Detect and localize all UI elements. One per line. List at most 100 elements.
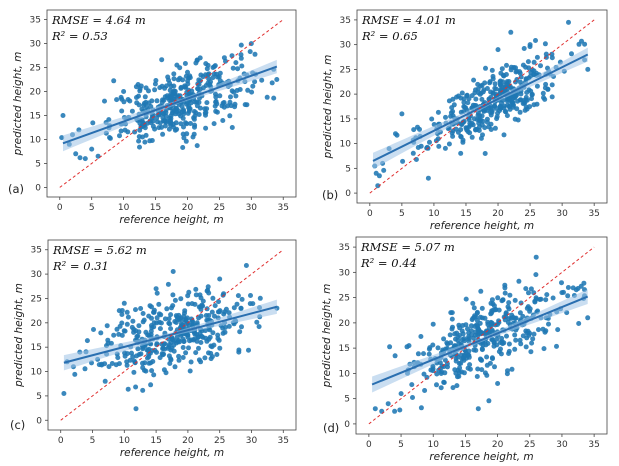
x-tick-label: 0 bbox=[367, 209, 373, 219]
y-tick-label: 10 bbox=[340, 140, 352, 150]
data-point bbox=[109, 361, 115, 366]
data-point bbox=[125, 386, 131, 392]
data-point bbox=[171, 76, 177, 82]
plot-frame bbox=[46, 9, 297, 198]
data-point bbox=[498, 87, 504, 93]
data-point bbox=[210, 330, 216, 336]
data-point bbox=[543, 297, 549, 303]
data-point bbox=[244, 102, 250, 108]
data-point bbox=[197, 292, 203, 298]
data-point bbox=[387, 344, 393, 350]
data-point bbox=[254, 319, 260, 325]
data-point bbox=[450, 109, 456, 114]
data-point bbox=[471, 305, 477, 311]
data-point bbox=[460, 323, 466, 328]
data-point bbox=[465, 326, 470, 332]
data-point bbox=[397, 407, 403, 413]
data-point bbox=[208, 343, 214, 349]
data-point bbox=[559, 290, 565, 296]
data-point bbox=[211, 121, 217, 127]
data-point bbox=[233, 60, 239, 66]
data-point bbox=[186, 289, 192, 295]
data-point bbox=[533, 38, 538, 43]
data-point bbox=[498, 103, 503, 109]
data-point bbox=[183, 318, 189, 324]
data-point bbox=[492, 81, 498, 87]
data-point bbox=[119, 320, 125, 326]
y-tick-label: 25 bbox=[30, 64, 41, 74]
data-point bbox=[482, 151, 488, 156]
data-point bbox=[257, 295, 263, 301]
data-point bbox=[172, 364, 178, 370]
data-point bbox=[250, 301, 256, 307]
data-point bbox=[513, 315, 519, 321]
y-tick-label: 15 bbox=[339, 344, 350, 354]
data-point bbox=[506, 300, 512, 306]
plot-area bbox=[60, 249, 284, 421]
data-point bbox=[498, 346, 503, 352]
data-point bbox=[468, 328, 474, 334]
x-tick-label: 30 bbox=[556, 209, 568, 219]
data-point bbox=[178, 85, 184, 91]
identity-line bbox=[60, 249, 284, 421]
data-point bbox=[237, 329, 243, 335]
data-point bbox=[446, 98, 452, 104]
data-point bbox=[424, 144, 430, 150]
data-point bbox=[424, 374, 430, 380]
data-point bbox=[531, 59, 537, 65]
data-point bbox=[77, 155, 83, 161]
panel-label: (d) bbox=[323, 421, 339, 435]
data-point bbox=[508, 29, 514, 35]
data-point bbox=[468, 323, 474, 329]
data-point bbox=[585, 66, 591, 72]
data-point bbox=[503, 310, 509, 316]
data-point bbox=[469, 317, 475, 323]
x-tick-label: 20 bbox=[492, 209, 504, 219]
data-point bbox=[193, 292, 199, 298]
data-point bbox=[169, 110, 175, 116]
data-point bbox=[157, 355, 163, 361]
x-tick-label: 15 bbox=[150, 436, 161, 446]
data-point bbox=[467, 122, 473, 128]
data-point bbox=[180, 345, 186, 350]
data-point bbox=[507, 103, 513, 109]
data-point bbox=[207, 81, 213, 87]
data-point bbox=[168, 312, 174, 318]
data-point bbox=[528, 88, 534, 94]
data-point bbox=[512, 346, 518, 352]
data-point bbox=[124, 359, 130, 365]
data-point bbox=[585, 315, 591, 321]
data-point bbox=[159, 57, 165, 63]
data-point bbox=[178, 296, 184, 302]
data-point bbox=[146, 351, 152, 357]
y-tick-label: 20 bbox=[340, 90, 352, 100]
data-point bbox=[488, 127, 494, 132]
data-point bbox=[217, 345, 223, 351]
data-point bbox=[186, 345, 191, 351]
data-point bbox=[470, 300, 476, 306]
data-point bbox=[480, 118, 486, 124]
data-point bbox=[517, 109, 523, 115]
data-point bbox=[534, 101, 540, 107]
data-point bbox=[471, 347, 477, 353]
data-point bbox=[198, 306, 204, 312]
data-point bbox=[198, 72, 204, 78]
data-point bbox=[236, 349, 242, 355]
data-point bbox=[500, 297, 506, 303]
data-point bbox=[204, 100, 210, 106]
y-tick-label: 10 bbox=[30, 135, 42, 145]
data-point bbox=[478, 83, 484, 89]
data-point bbox=[125, 129, 131, 135]
data-point bbox=[471, 116, 477, 122]
data-point bbox=[231, 305, 237, 311]
data-point bbox=[464, 92, 470, 98]
data-point bbox=[145, 355, 150, 361]
data-point bbox=[421, 351, 426, 357]
plot-area bbox=[59, 19, 284, 188]
data-point bbox=[166, 353, 172, 359]
x-tick-label: 35 bbox=[588, 209, 599, 219]
data-point bbox=[138, 306, 144, 311]
data-point bbox=[247, 49, 253, 55]
x-tick-label: 10 bbox=[118, 203, 130, 213]
data-point bbox=[91, 327, 96, 332]
